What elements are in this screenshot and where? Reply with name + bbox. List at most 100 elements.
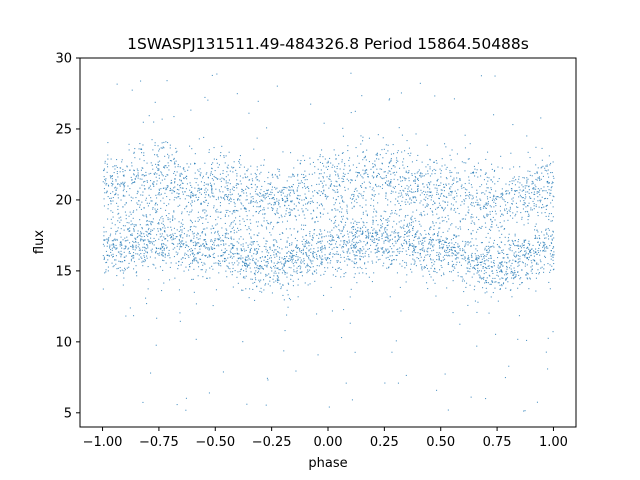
data-point — [103, 235, 105, 237]
data-point — [431, 173, 433, 175]
data-point — [405, 194, 407, 196]
data-point — [438, 259, 440, 261]
data-point — [480, 277, 482, 279]
data-point — [200, 181, 202, 183]
data-point — [486, 291, 488, 293]
data-point — [215, 199, 217, 201]
data-point — [116, 238, 118, 240]
data-point — [310, 248, 312, 250]
data-point — [318, 233, 320, 235]
data-point — [388, 251, 390, 253]
data-point — [316, 257, 318, 259]
data-point — [400, 243, 402, 245]
data-point — [149, 241, 151, 243]
data-point — [355, 147, 357, 149]
data-point — [255, 270, 257, 272]
data-point — [213, 147, 215, 149]
data-point — [365, 273, 367, 275]
data-point — [305, 224, 307, 226]
data-point — [359, 227, 361, 229]
data-point — [250, 196, 252, 198]
data-point — [153, 228, 155, 230]
data-point — [271, 189, 273, 191]
data-point — [504, 244, 506, 246]
data-point — [160, 147, 162, 149]
data-point — [280, 261, 282, 263]
data-point — [546, 164, 548, 166]
data-point — [160, 171, 162, 173]
data-point — [168, 254, 170, 256]
data-point — [523, 247, 525, 249]
data-point — [182, 182, 184, 184]
data-point — [329, 174, 331, 176]
data-point — [109, 246, 111, 248]
data-point — [285, 201, 287, 203]
data-point — [211, 186, 213, 188]
data-point — [354, 200, 356, 202]
data-point — [227, 182, 229, 184]
data-point — [335, 180, 337, 182]
data-point — [415, 235, 417, 237]
data-point — [549, 192, 551, 194]
data-point — [368, 254, 370, 256]
data-point — [343, 240, 345, 242]
data-point — [393, 245, 395, 247]
data-point — [303, 263, 305, 265]
data-point — [495, 333, 497, 335]
data-point — [218, 260, 220, 262]
data-point — [477, 271, 479, 273]
data-point — [271, 292, 273, 294]
data-point — [465, 260, 467, 262]
data-point — [276, 263, 278, 265]
data-point — [143, 246, 145, 248]
data-point — [338, 163, 340, 165]
data-point — [224, 251, 226, 253]
data-point — [428, 234, 430, 236]
data-point — [302, 248, 304, 250]
data-point — [137, 253, 139, 255]
data-point — [465, 195, 467, 197]
data-point — [264, 256, 266, 258]
data-point — [135, 265, 137, 267]
data-point — [211, 195, 213, 197]
data-point — [162, 252, 164, 254]
data-point — [323, 122, 325, 124]
data-point — [480, 209, 482, 211]
data-point — [267, 203, 269, 205]
data-point — [541, 196, 543, 198]
data-point — [339, 185, 341, 187]
data-point — [362, 272, 364, 274]
data-point — [119, 243, 121, 245]
data-point — [266, 220, 268, 222]
data-point — [264, 198, 266, 200]
data-point — [105, 192, 107, 194]
data-point — [525, 250, 527, 252]
data-point — [488, 265, 490, 267]
data-point — [295, 370, 297, 372]
data-point — [202, 175, 204, 177]
data-point — [256, 176, 258, 178]
data-point — [154, 172, 156, 174]
data-point — [320, 173, 322, 175]
data-point — [499, 237, 501, 239]
data-point — [502, 193, 504, 195]
data-point — [239, 155, 241, 157]
data-point — [106, 183, 108, 185]
data-point — [375, 210, 377, 212]
data-point — [272, 208, 274, 210]
data-point — [236, 173, 238, 175]
data-point — [533, 203, 535, 205]
data-point — [431, 194, 433, 196]
data-point — [531, 209, 533, 211]
data-point — [413, 251, 415, 253]
data-point — [110, 192, 112, 194]
data-point — [429, 159, 431, 161]
data-point — [510, 188, 512, 190]
data-point — [539, 201, 541, 203]
data-point — [122, 190, 124, 192]
data-point — [133, 173, 135, 175]
data-point — [254, 172, 256, 174]
data-point — [420, 189, 422, 191]
data-point — [197, 211, 199, 213]
data-point — [444, 241, 446, 243]
